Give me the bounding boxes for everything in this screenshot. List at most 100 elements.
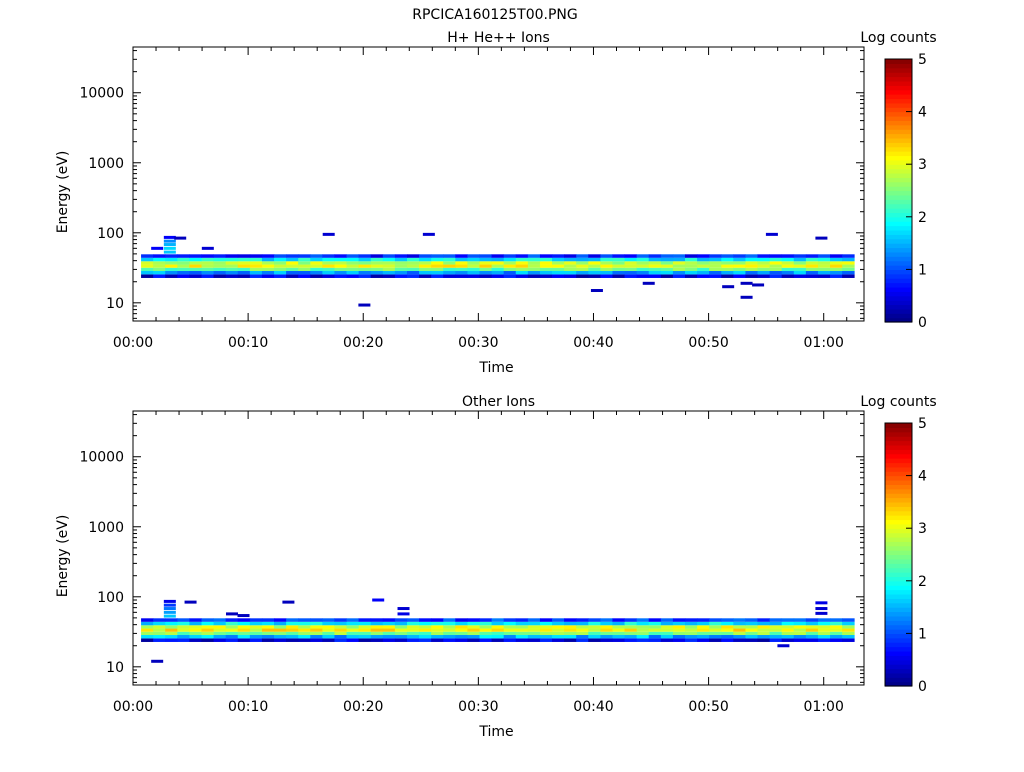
band-cell <box>479 271 492 275</box>
colorbar-frame <box>884 58 913 323</box>
band-cell <box>660 618 674 622</box>
band-cell <box>709 638 722 642</box>
colorbar-segment <box>885 497 912 503</box>
colorbar-tick-label: 0 <box>918 315 927 331</box>
band-cell <box>600 261 613 265</box>
band-cell <box>805 254 819 258</box>
data-cell <box>815 236 828 240</box>
band-cell <box>370 638 384 642</box>
band-cell <box>757 621 771 626</box>
band-cell <box>455 638 468 642</box>
band-cell <box>757 257 771 262</box>
colorbar-segment <box>885 129 912 135</box>
band-cell <box>370 257 384 262</box>
colorbar-segment <box>885 607 912 613</box>
band-cell <box>467 261 480 265</box>
band-cell <box>467 271 480 275</box>
colorbar-segment <box>885 440 912 446</box>
band-cell <box>600 628 613 632</box>
band-cell <box>201 621 214 626</box>
band-cell <box>624 628 638 632</box>
band-cell <box>781 621 795 626</box>
band-cell <box>564 631 577 636</box>
colorbar-segment <box>885 484 912 490</box>
band-cell <box>624 631 638 636</box>
band-cell <box>406 254 420 258</box>
x-tick-label: 00:50 <box>688 335 728 351</box>
band-cell <box>153 625 166 629</box>
band-cell <box>684 628 698 632</box>
colorbar-segment <box>885 256 912 262</box>
band-cell <box>769 625 783 629</box>
band-cell <box>564 635 577 639</box>
band-cell <box>684 618 698 622</box>
band-cell <box>636 274 650 278</box>
colorbar-segment <box>885 475 912 481</box>
band-cell <box>141 621 154 626</box>
band-cell <box>346 267 360 272</box>
band-cell <box>213 625 227 629</box>
colorbar-segment <box>885 519 912 525</box>
band-cell <box>274 257 287 262</box>
band-cell <box>793 628 807 632</box>
band-cell <box>745 257 758 262</box>
band-cell <box>455 271 468 275</box>
data-cell <box>740 281 753 285</box>
band-cell <box>793 257 807 262</box>
band-cell <box>624 267 638 272</box>
band-cell <box>467 621 480 626</box>
band-cell <box>503 631 517 636</box>
band-cell <box>213 264 227 268</box>
band-cell <box>793 625 807 629</box>
band-cell <box>769 271 783 275</box>
colorbar-frame <box>884 422 913 687</box>
band-cell <box>479 257 492 262</box>
band-cell <box>697 625 710 629</box>
band-cell <box>406 625 420 629</box>
band-cell <box>745 621 758 626</box>
band-cell <box>382 261 396 265</box>
band-cell <box>141 267 154 272</box>
x-tick-label: 00:00 <box>113 335 153 351</box>
data-cell <box>322 232 335 236</box>
band-cell <box>322 257 335 262</box>
colorbar-segment <box>885 133 912 139</box>
band-cell <box>769 267 783 272</box>
band-cell <box>612 628 625 632</box>
band-cell <box>817 257 831 262</box>
colorbar-segment <box>885 111 912 117</box>
band-cell <box>576 261 589 265</box>
band-cell <box>346 631 360 636</box>
band-cell <box>672 267 686 272</box>
band-cell <box>842 274 855 278</box>
colorbar-segment <box>885 94 912 100</box>
band-cell <box>672 264 686 268</box>
colorbar-segment <box>885 278 912 284</box>
y-axis-label: Energy (eV) <box>55 515 71 598</box>
colorbar-segment <box>885 229 912 235</box>
data-cell <box>163 239 176 243</box>
band-cell <box>406 274 420 278</box>
band-cell <box>431 625 444 629</box>
x-tick-label: 00:20 <box>343 699 383 715</box>
band-cell <box>552 631 565 636</box>
band-cell <box>684 261 698 265</box>
data-cell <box>201 246 214 250</box>
band-cell <box>709 625 722 629</box>
colorbar-segment <box>885 146 912 152</box>
band-cell <box>612 261 625 265</box>
data-cell <box>397 607 410 611</box>
band-cell <box>358 264 372 268</box>
band-cell <box>636 625 650 629</box>
band-cell <box>467 628 480 632</box>
band-cell <box>636 631 650 636</box>
band-cell <box>237 261 251 265</box>
data-cell <box>163 235 176 239</box>
band-cell <box>697 261 710 265</box>
x-tick-label: 00:00 <box>113 699 153 715</box>
band-cell <box>503 625 517 629</box>
band-cell <box>334 274 347 278</box>
band-cell <box>286 261 299 265</box>
band-cell <box>177 264 190 268</box>
colorbar-segment <box>885 624 912 630</box>
